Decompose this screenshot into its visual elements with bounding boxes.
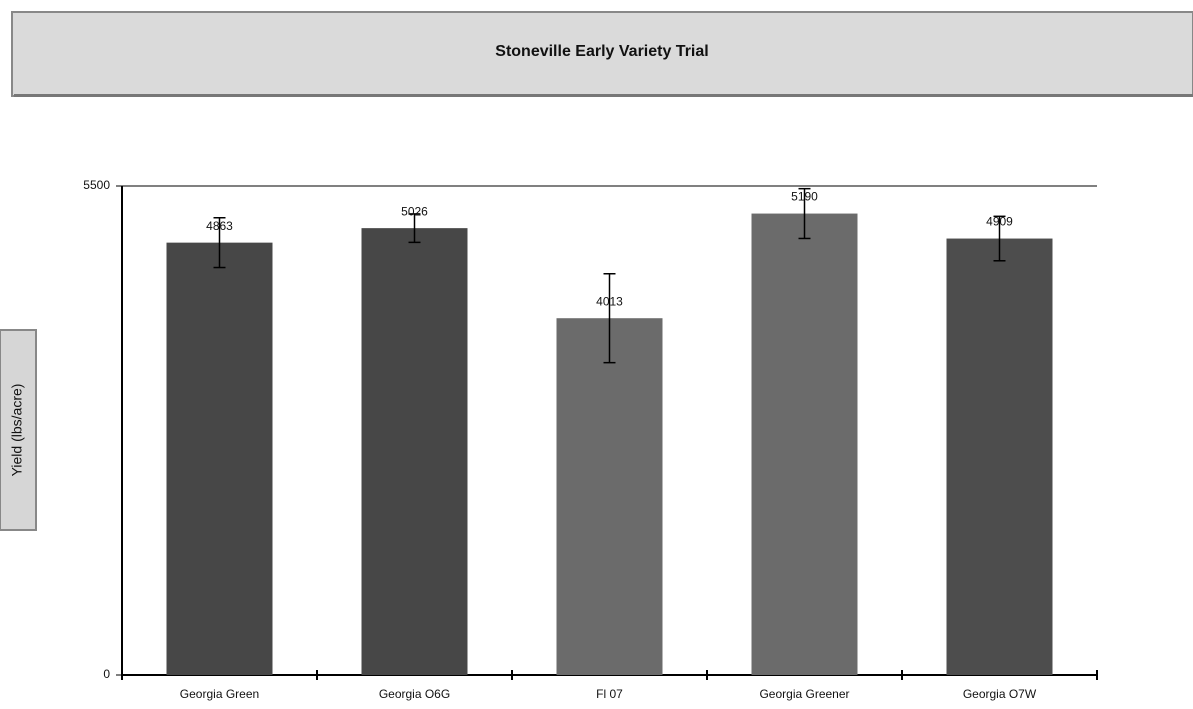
data-label: 4863 — [206, 219, 233, 233]
bar — [361, 228, 468, 675]
x-tick-label: Georgia O6G — [379, 687, 450, 701]
bar — [166, 242, 273, 676]
data-label: 5026 — [401, 204, 428, 218]
x-tick-label: Fl 07 — [596, 687, 623, 701]
x-tick-label: Georgia O7W — [963, 687, 1037, 701]
bar — [946, 238, 1053, 675]
chart-title: Stoneville Early Variety Trial — [495, 43, 708, 60]
y-tick-label: 0 — [103, 667, 110, 681]
bar — [751, 213, 858, 675]
title-box — [11, 11, 1193, 97]
title-box-shadow — [14, 94, 1193, 97]
x-tick-label: Georgia Greener — [759, 687, 849, 701]
data-label: 4909 — [986, 215, 1013, 229]
y-label-box — [0, 329, 37, 531]
data-label: 4013 — [596, 294, 623, 308]
data-label: 5190 — [791, 190, 818, 204]
y-axis-label: Yield (lbs/acre) — [9, 384, 25, 477]
y-tick-label: 5500 — [83, 178, 110, 192]
bar — [556, 318, 663, 675]
x-tick-label: Georgia Green — [180, 687, 259, 701]
